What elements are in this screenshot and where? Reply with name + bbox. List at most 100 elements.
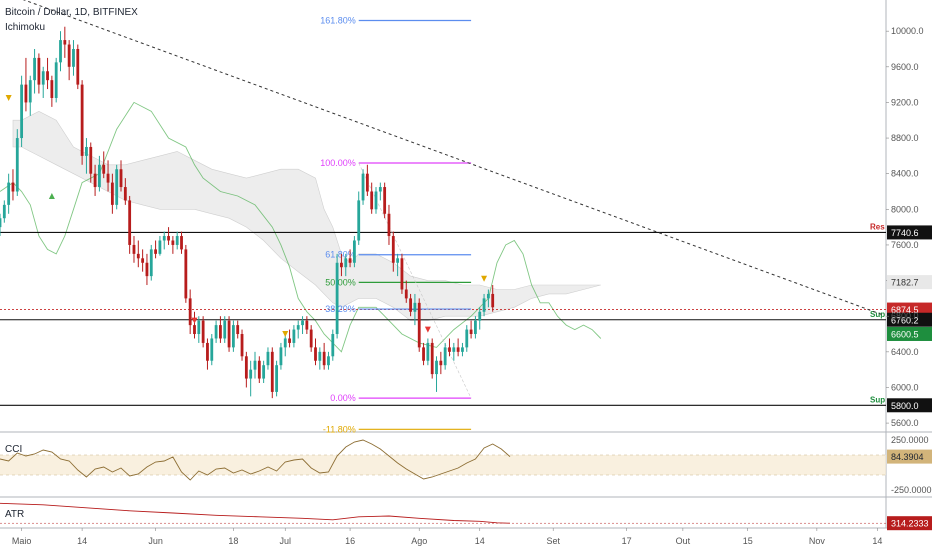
candle-body <box>188 298 192 326</box>
price-tag-7740.6: 7740.6 <box>891 228 919 238</box>
candle-body <box>214 325 218 339</box>
chart-title: Bitcoin / Dollar, 1D, BITFINEX <box>5 7 138 18</box>
candle-body <box>7 182 11 205</box>
candle-body <box>387 213 391 237</box>
candle-body <box>378 187 382 192</box>
price-tag-5800.0: 5800.0 <box>891 401 919 411</box>
candle-body <box>80 84 84 156</box>
candle-body <box>37 57 41 85</box>
candle-body <box>115 169 119 205</box>
candle-body <box>478 311 482 321</box>
cci-value-tag-box <box>887 449 932 464</box>
candle-body <box>46 71 49 81</box>
candle-body <box>331 334 335 357</box>
candle-body <box>443 347 447 366</box>
cci-line <box>0 439 511 481</box>
pane-label-cci[interactable]: CCI <box>5 444 23 455</box>
candle-body <box>184 249 188 299</box>
x-tick-label: 14 <box>77 536 87 546</box>
candle-body <box>98 164 101 188</box>
candle-body <box>456 347 460 352</box>
candle-body <box>24 84 28 103</box>
signal-marker <box>424 326 431 333</box>
candle-body <box>167 236 170 241</box>
candle-body <box>240 334 244 357</box>
candle-body <box>50 80 54 98</box>
x-tick-label: Set <box>546 536 560 546</box>
fib-label: 161.80% <box>320 15 356 25</box>
x-tick-label: 15 <box>743 536 753 546</box>
x-tick-label: Jun <box>148 536 163 546</box>
cci-band <box>0 455 886 475</box>
candle-body <box>400 258 404 290</box>
candle-body <box>253 360 257 370</box>
ichimoku-cloud <box>12 110 601 322</box>
candle-body <box>141 258 145 263</box>
candle-body <box>85 146 88 156</box>
candle-body <box>72 48 75 67</box>
candle-body <box>89 146 93 174</box>
x-tick-label: Jul <box>279 536 291 546</box>
candle-body <box>158 240 162 254</box>
price-tag-box <box>887 398 932 413</box>
ichimoku-kijun-line <box>0 101 602 353</box>
x-tick-label: Nov <box>809 536 826 546</box>
candle-body <box>491 293 495 308</box>
level-label-res: Res <box>870 222 885 231</box>
pane-label-atr[interactable]: ATR <box>5 509 25 520</box>
y-tick-label: 9600.0 <box>891 62 919 72</box>
candle-body <box>41 71 45 85</box>
candle-body <box>244 356 248 379</box>
price-tag-6874.5: 6874.5 <box>891 305 919 315</box>
candle-body <box>469 329 473 335</box>
candle-body <box>365 173 369 192</box>
candle-body <box>2 204 6 219</box>
candle-body <box>327 356 330 366</box>
x-tick-label: Out <box>676 536 691 546</box>
candle-body <box>435 360 438 375</box>
candle-body <box>288 338 291 343</box>
candle-body <box>292 329 296 343</box>
candle-body <box>219 325 222 339</box>
candle-body <box>439 360 443 366</box>
candle-body <box>197 320 201 335</box>
y-tick-label: 8400.0 <box>891 169 919 179</box>
candle-body <box>448 347 451 352</box>
candle-body <box>123 187 127 201</box>
candle-body <box>301 320 304 326</box>
price-tag-box <box>887 225 932 240</box>
candle-body <box>227 320 231 348</box>
trend-line <box>22 0 882 315</box>
candle-body <box>236 325 240 335</box>
candle-body <box>128 200 132 245</box>
candle-body <box>305 320 309 330</box>
y-tick-label: 8000.0 <box>891 204 919 214</box>
candle-body <box>149 249 153 277</box>
candle-body <box>201 320 205 343</box>
price-tag-box <box>887 326 932 341</box>
candle-body <box>404 289 408 299</box>
candle-body <box>145 262 149 277</box>
candle-body <box>344 258 348 268</box>
y-tick-label: 9200.0 <box>891 97 919 107</box>
candle-body <box>76 48 80 85</box>
candle-body <box>206 342 209 361</box>
candle-body <box>486 293 490 299</box>
fib-label: 38.20% <box>325 304 356 314</box>
y-tick-label: 6000.0 <box>891 382 919 392</box>
level-label-sup: Sup <box>870 395 885 404</box>
candle-body <box>162 236 166 241</box>
fib-label: 50.00% <box>325 277 356 287</box>
atr-line <box>0 502 511 524</box>
candle-body <box>474 320 477 335</box>
candle-body <box>193 325 196 335</box>
indicator-label-ichimoku[interactable]: Ichimoku <box>5 22 46 33</box>
candle-body <box>279 347 283 366</box>
candle-body <box>67 44 71 67</box>
candle-body <box>318 351 322 361</box>
price-tag-box <box>887 275 932 290</box>
candle-body <box>391 236 395 263</box>
candle-body <box>20 84 24 139</box>
